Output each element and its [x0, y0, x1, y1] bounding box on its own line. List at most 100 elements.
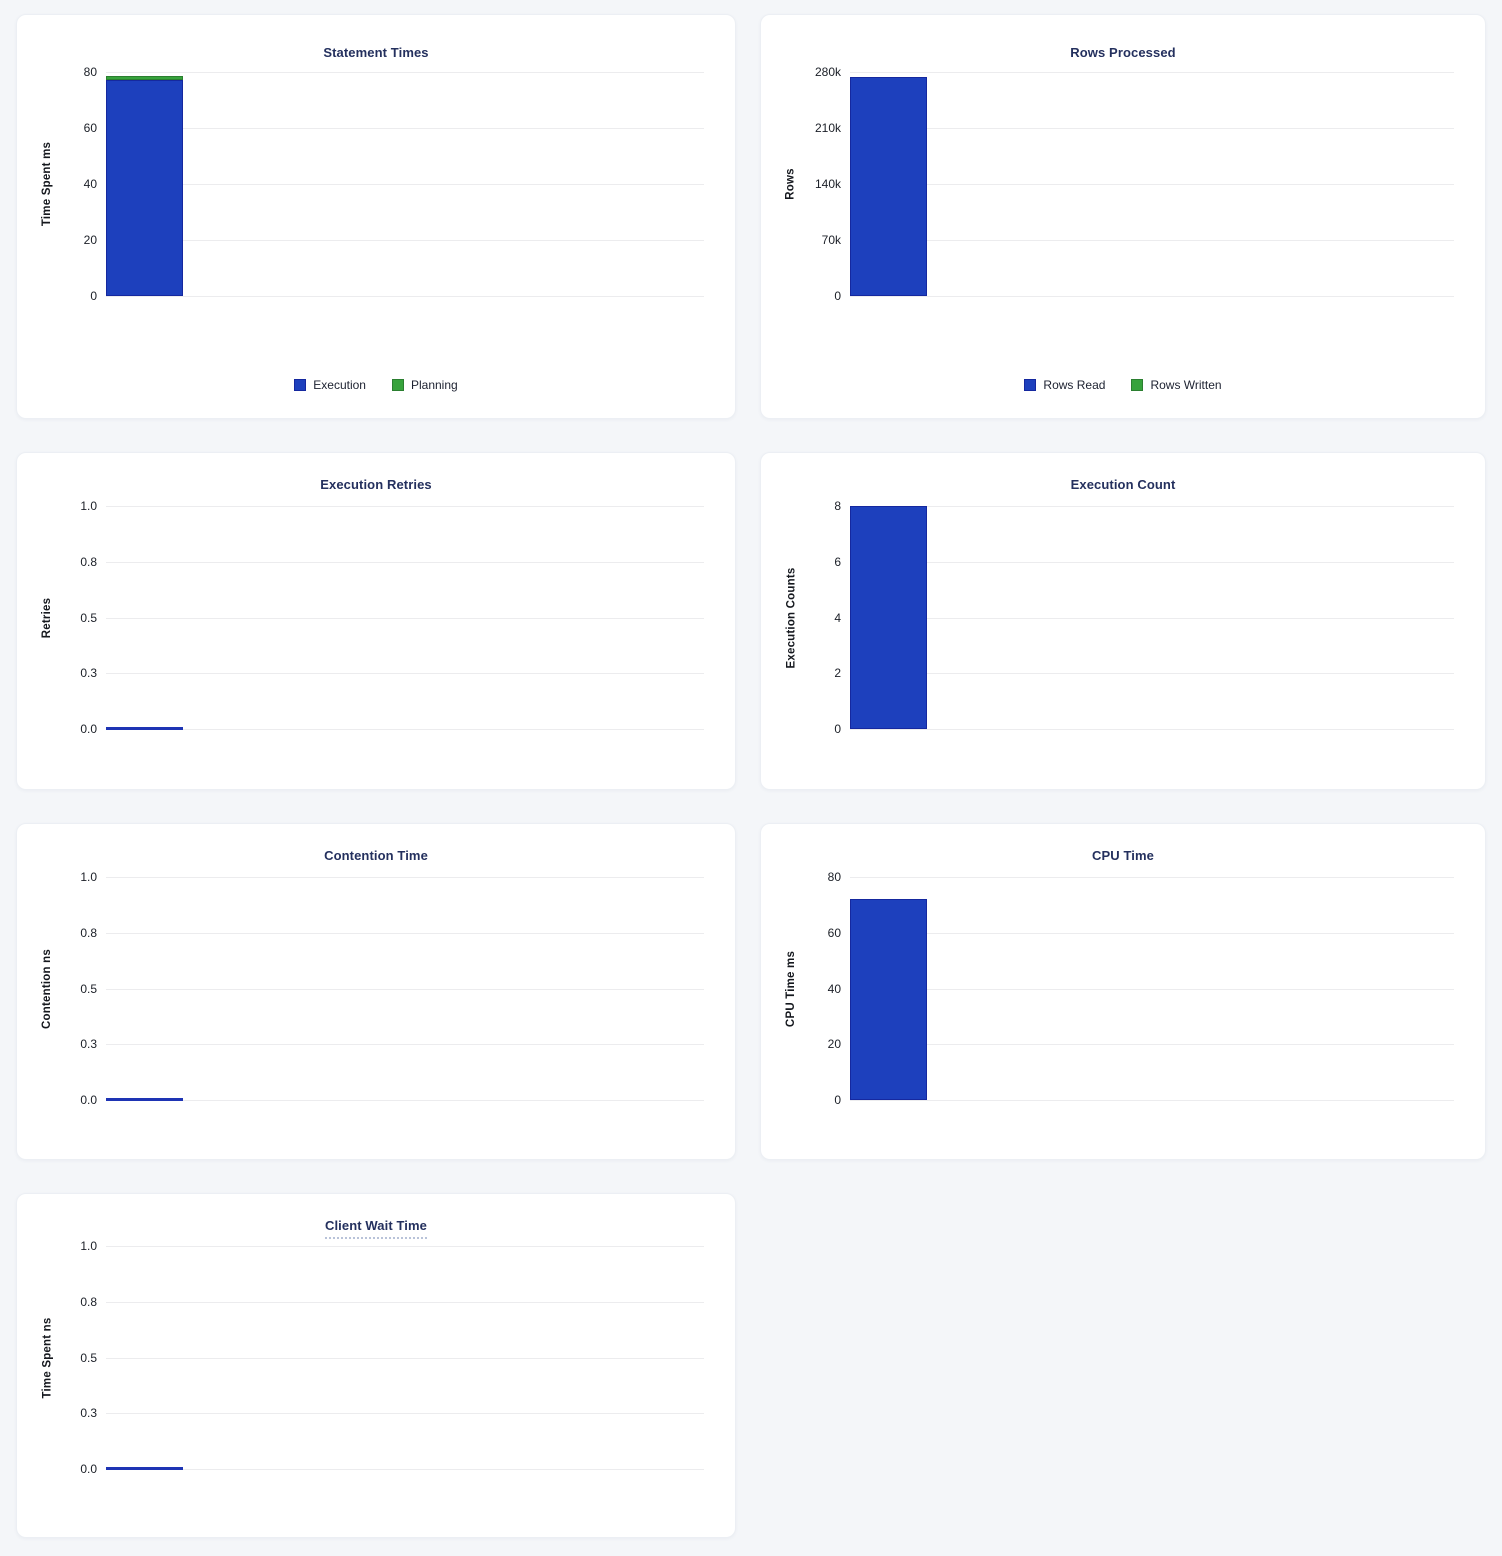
gridline: [850, 128, 1454, 129]
gridline: [850, 184, 1454, 185]
y-tick-label: 0.0: [80, 1462, 97, 1476]
bar-segment-cpu-time: [850, 899, 927, 1100]
y-tick-label: 20: [827, 1037, 841, 1052]
legend-item-rows-written: Rows Written: [1131, 378, 1222, 392]
y-tick-label: 0.5: [80, 1350, 97, 1365]
gridline: [106, 617, 704, 619]
legend-label: Planning: [410, 378, 458, 392]
y-tick-label: 20: [83, 233, 97, 247]
y-tick-label: 70k: [821, 233, 841, 247]
gridline: [106, 561, 704, 563]
chart-title: Rows Processed: [1070, 45, 1176, 60]
y-tick-label: 0: [90, 289, 97, 303]
y-axis-label: Contention ns: [41, 948, 53, 1029]
chart-panel-execution-retries: Execution Retries Retries 1.0 0.8 0.5 0.3 0.…: [16, 452, 736, 790]
y-tick-label: 0: [834, 722, 841, 736]
legend-swatch: [294, 379, 307, 391]
gridline: [106, 1301, 704, 1303]
y-tick-label: 0: [834, 289, 841, 303]
y-tick-label: 8: [834, 499, 841, 513]
gridline: [106, 1469, 704, 1470]
gridline: [106, 296, 704, 297]
gridline: [106, 1044, 704, 1046]
chart-legend: Execution Planning: [17, 378, 735, 392]
y-tick-label: 1.0: [80, 499, 97, 513]
chart-panel-cpu-time: CPU Time CPU Time ms 80 60 40 20 0: [760, 823, 1486, 1160]
y-axis-label: Time Spent ms: [41, 141, 54, 227]
y-tick-label: 0.0: [80, 1093, 97, 1107]
gridline: [850, 932, 1454, 934]
plot-area: Time Spent ns 1.0 0.8 0.5 0.3 0.0: [41, 1239, 704, 1476]
gridline: [106, 184, 704, 185]
legend-item-planning: Planning: [391, 378, 458, 392]
gridline: [106, 72, 704, 73]
y-axis-label: Time Spent ns: [41, 1317, 53, 1398]
y-tick-label: 0.0: [80, 722, 97, 736]
y-tick-label: 140k: [814, 177, 841, 191]
gridline: [106, 729, 704, 730]
chart-panel-rows-processed: Rows Processed Rows 280k 210k 140k 70k 0 Row…: [760, 14, 1486, 419]
plot-area: Time Spent ms 80 60 40 20 0: [41, 65, 704, 303]
y-axis-label: Retries: [41, 597, 53, 638]
gridline: [106, 673, 704, 675]
gridline: [106, 1246, 704, 1247]
gridline: [850, 729, 1454, 730]
y-tick-label: 280k: [814, 65, 841, 79]
y-tick-label: 0.5: [80, 610, 97, 625]
y-tick-label: 80: [827, 870, 841, 884]
legend-swatch: [1131, 379, 1144, 391]
zero-value-bar: [106, 727, 183, 730]
chart-title: Execution Count: [1070, 477, 1176, 492]
y-tick-label: 40: [827, 981, 841, 996]
gridline: [850, 988, 1454, 990]
gridline: [850, 877, 1454, 878]
bar: [850, 506, 927, 729]
legend-label: Execution: [313, 378, 366, 392]
gridline: [106, 877, 704, 878]
gridline: [106, 1100, 704, 1101]
y-tick-label: 0.3: [80, 1037, 97, 1052]
zero-value-bar: [106, 1467, 183, 1470]
plot-area: Execution Counts 8 6 4 2 0: [785, 499, 1454, 736]
y-tick-label: 210k: [814, 121, 841, 135]
plot-area: Retries 1.0 0.8 0.5 0.3 0.0: [41, 499, 704, 736]
y-tick-label: 6: [834, 554, 841, 569]
legend-swatch: [1024, 379, 1037, 391]
gridline: [850, 561, 1454, 563]
gridline: [850, 673, 1454, 675]
y-tick-label: 80: [83, 65, 97, 79]
bar-segment-rows-read: [850, 76, 927, 296]
y-tick-label: 4: [834, 610, 841, 625]
chart-legend: Rows Read Rows Written: [761, 378, 1485, 392]
legend-item-rows-read: Rows Read: [1024, 378, 1105, 392]
legend-item-execution: Execution: [294, 378, 366, 392]
gridline: [850, 506, 1454, 507]
y-tick-label: 40: [83, 177, 97, 191]
y-tick-label: 1.0: [80, 1239, 97, 1253]
gridline: [106, 240, 704, 241]
gridline: [106, 1357, 704, 1359]
y-axis-label: Execution Counts: [785, 567, 797, 668]
y-axis-label: CPU Time ms: [785, 950, 797, 1027]
y-axis-label: Rows: [784, 168, 797, 200]
gridline: [850, 240, 1454, 241]
plot-area: Rows 280k 210k 140k 70k 0: [785, 65, 1454, 303]
chart-panel-execution-count: Execution Count Execution Counts 8 6 4 2 0: [760, 452, 1486, 790]
gridline: [850, 617, 1454, 619]
bar: [850, 72, 927, 296]
bar-segment-execution: [106, 80, 183, 296]
bar-segment-execution-count: [850, 506, 927, 729]
gridline: [106, 988, 704, 990]
legend-label: Rows Written: [1150, 378, 1222, 392]
chart-panel-statement-times: Statement Times Time Spent ms 80 60 40 20 0 …: [16, 14, 736, 419]
y-tick-label: 2: [834, 666, 841, 681]
y-tick-label: 0: [834, 1093, 841, 1107]
gridline: [106, 932, 704, 934]
y-tick-label: 0.3: [80, 1406, 97, 1421]
bar: [850, 877, 927, 1100]
y-tick-label: 0.8: [80, 925, 97, 940]
gridline: [106, 506, 704, 507]
legend-label: Rows Read: [1043, 378, 1106, 392]
y-tick-label: 0.5: [80, 981, 97, 996]
